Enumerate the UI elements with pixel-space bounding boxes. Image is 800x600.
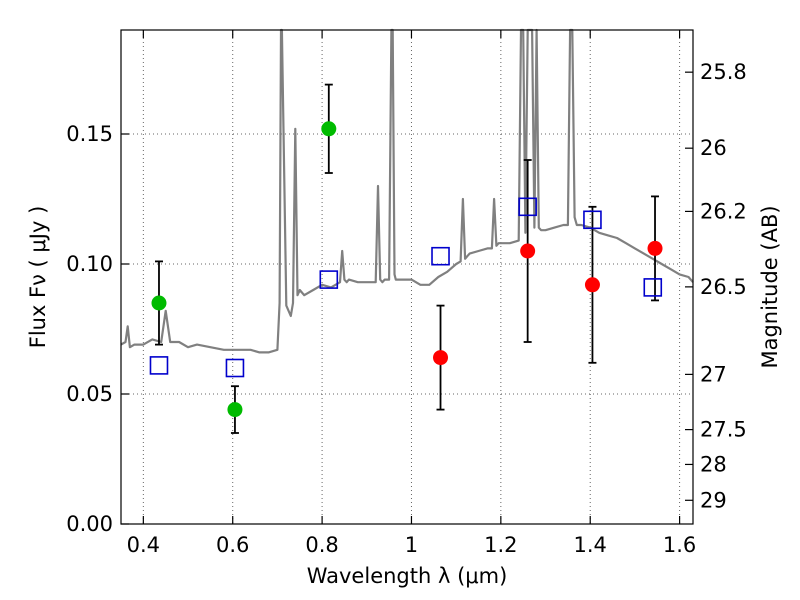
spectrum-layer [120,28,694,354]
x-tick-label: 0.6 [216,533,249,557]
observed-point [584,277,600,293]
observed-point [151,295,167,311]
marker-layer [149,121,663,418]
x-tick-label: 1.4 [574,533,607,557]
x-tick-label: 1 [405,533,418,557]
mag-tick-label: 25.8 [700,60,747,84]
model-square-point [225,358,245,378]
model-square-point [431,246,450,266]
y-tick-label: 0.05 [66,382,113,406]
mag-tick-label: 27.5 [700,418,747,442]
observed-point [321,121,337,137]
x-tick-label: 1.6 [663,533,696,557]
y-axis-label: Flux Fν ( μJy ) [26,206,50,349]
y-tick-label: 0.15 [66,122,113,146]
model-square-point [643,278,663,297]
observed-point [433,350,449,366]
mag-tick-label: 29 [700,488,727,512]
x-axis: 0.4 0.6 0.8 1 1.2 1.4 1.6 [127,30,696,557]
x-tick-label: 0.4 [127,533,160,557]
spectrum-line [120,28,694,354]
model-square-point [149,356,169,375]
plot-frame [120,29,694,525]
mag-tick-label: 26.2 [700,199,747,223]
y-tick-label: 0.10 [66,252,113,276]
mag-tick-label: 26 [700,136,727,160]
y-tick-label: 0.00 [66,512,113,536]
magnitude-axis: 25.8 26 26.2 26.5 27 27.5 28 29 [685,60,747,512]
model-square-point [583,210,602,230]
observed-point [647,240,663,256]
mag-tick-label: 27 [700,362,727,386]
x-tick-label: 1.2 [484,533,517,557]
grid-lines [121,30,693,524]
mag-tick-label: 28 [700,452,727,476]
observed-point [227,402,243,418]
magnitude-axis-label: Magnitude (AB) [758,205,782,368]
y-axis: 0.00 0.05 0.10 0.15 [66,122,129,536]
errorbar-layer [154,83,660,434]
mag-tick-label: 26.5 [700,275,747,299]
model-square-point [319,270,339,289]
model-square-point [518,197,537,217]
x-axis-label: Wavelength λ (μm) [307,564,508,588]
observed-point [520,243,536,259]
x-tick-label: 0.8 [305,533,338,557]
